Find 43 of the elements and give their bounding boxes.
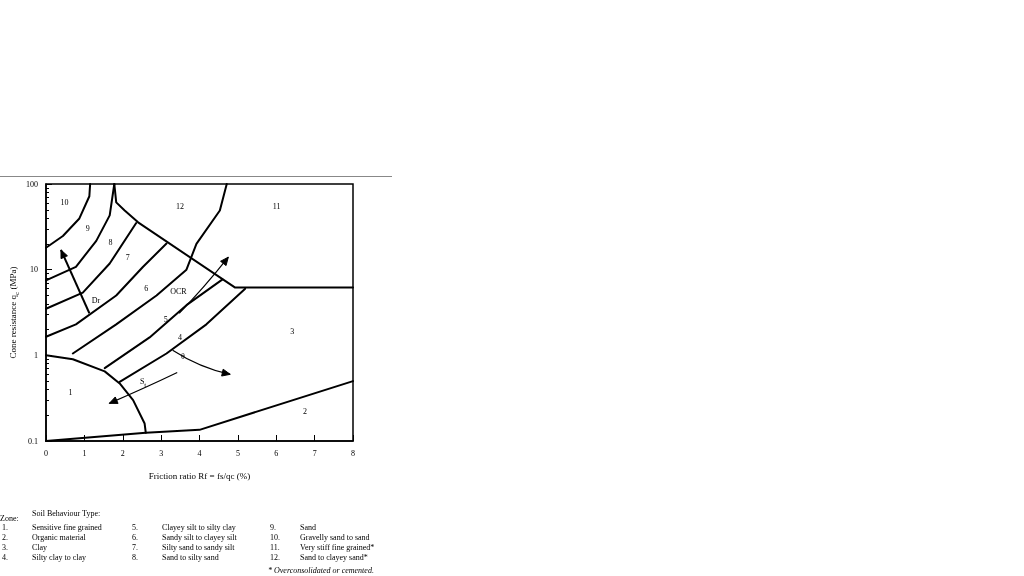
x-tick-label: 7 [312, 448, 317, 458]
annotation: Dr [91, 295, 101, 305]
annotation: 4 [177, 333, 182, 343]
y-tick-label: 10 [30, 265, 38, 275]
text: 10. Gravelly sand to sand [270, 532, 370, 542]
x-tick-label: 2 [120, 448, 125, 458]
x-tick-label: 0 [44, 448, 48, 458]
annotation: 7 [125, 252, 130, 262]
text: 12. Sand to clayey sand* [270, 552, 368, 562]
x-tick-label: 4 [197, 448, 202, 458]
x-tick-label: 8 [351, 448, 355, 458]
x-tick-label: 1 [82, 448, 87, 458]
text: * Overconsolidated or cemented. [268, 565, 374, 575]
y-tick-label: 0.1 [28, 436, 38, 446]
annotation: 1 [68, 387, 73, 397]
text: 11. Very stiff fine grained* [270, 542, 375, 552]
annotation: 5 [163, 315, 168, 325]
x-tick-label: 5 [235, 448, 240, 458]
annotation: OCR [170, 286, 188, 296]
text: 7. Silty sand to sandy silt [132, 542, 235, 552]
text: 9. Sand [270, 522, 316, 532]
text: 6. Sandy silt to clayey silt [132, 532, 237, 542]
text: 3. Clay [2, 542, 48, 552]
annotation: 10 [60, 197, 69, 207]
text: 5. Clayey silt to silty clay [132, 522, 236, 532]
annotation: 3 [290, 326, 295, 336]
annotation: 11 [272, 201, 281, 211]
annotation: 2 [303, 407, 308, 417]
x-tick-label: 6 [274, 448, 279, 458]
y-tick-label: 1 [34, 350, 38, 360]
annotation: 9 [85, 224, 90, 234]
x-axis-title: Friction ratio Rf = fs/qc (%) [148, 470, 251, 481]
text: 8. Sand to silty sand [132, 552, 219, 562]
text: Zone: [0, 513, 19, 523]
x-tick-label: 3 [159, 448, 164, 458]
annotation: 8 [108, 237, 113, 247]
annotation: 6 [144, 284, 149, 294]
annotation: 12 [175, 201, 184, 211]
text: 2. Organic material [2, 532, 86, 542]
text: 1. Sensitive fine grained [2, 522, 102, 532]
text: 4. Silty clay to clay [2, 552, 86, 562]
y-tick-label: 100 [26, 179, 38, 189]
text: Soil Behaviour Type: [32, 508, 101, 518]
